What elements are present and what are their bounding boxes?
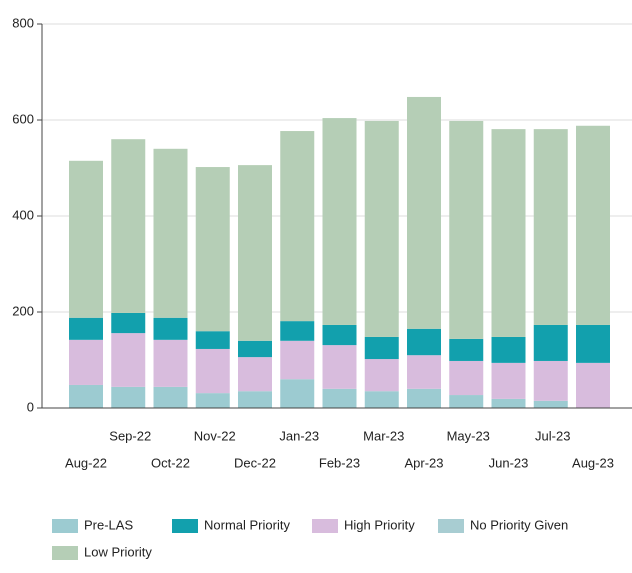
- x-tick-label: Jun-23: [489, 455, 529, 470]
- x-tick-label: Sep-22: [109, 428, 151, 443]
- bar-segment: [111, 312, 146, 334]
- bar-segment: [322, 388, 357, 408]
- x-tick-label: Dec-22: [234, 455, 276, 470]
- legend-swatch: [52, 519, 78, 533]
- bar-segment: [449, 395, 484, 408]
- bar-segment: [533, 129, 568, 325]
- bar-segment: [533, 400, 568, 408]
- legend-label: Pre-LAS: [84, 517, 133, 532]
- bar-segment: [195, 348, 230, 394]
- bar-segment: [280, 340, 315, 380]
- bar-segment: [238, 340, 272, 358]
- bar-segment: [195, 393, 230, 408]
- bar-segment: [407, 355, 441, 389]
- y-tick-label: 0: [27, 399, 34, 414]
- bar-segment: [491, 129, 526, 337]
- bar-segment: [449, 120, 484, 339]
- bar-segment: [449, 360, 484, 396]
- bar-segment: [111, 333, 146, 387]
- y-tick-label: 400: [12, 207, 34, 222]
- bar-segment: [195, 167, 230, 332]
- bar-segment: [407, 328, 441, 356]
- y-tick-label: 200: [12, 303, 34, 318]
- bar-segment: [533, 360, 568, 401]
- bar-segment: [576, 362, 610, 408]
- bar-segment: [449, 338, 484, 361]
- bar-segment: [280, 379, 315, 408]
- bar-segment: [238, 391, 272, 408]
- x-tick-label: May-23: [447, 428, 490, 443]
- bar-segment: [322, 324, 357, 346]
- bar-segment: [195, 331, 230, 349]
- legend-label: High Priority: [344, 517, 415, 532]
- bar-segment: [280, 321, 315, 341]
- bar-segment: [238, 357, 272, 392]
- bar-segment: [111, 139, 146, 313]
- bar-segment: [153, 148, 188, 318]
- bar-segment: [153, 386, 188, 408]
- bar-segment: [491, 362, 526, 399]
- legend-swatch: [312, 519, 338, 533]
- bar-segment: [364, 391, 399, 408]
- bar-segment: [364, 336, 399, 360]
- bar-segment: [407, 96, 441, 329]
- x-tick-label: Apr-23: [404, 455, 443, 470]
- bar-segment: [491, 336, 526, 363]
- x-tick-label: Jul-23: [535, 428, 570, 443]
- bar-segment: [69, 160, 103, 318]
- bar-segment: [364, 359, 399, 392]
- y-tick-label: 600: [12, 111, 34, 126]
- x-tick-label: Mar-23: [363, 428, 404, 443]
- x-tick-label: Aug-23: [572, 455, 614, 470]
- bar-segment: [491, 398, 526, 408]
- bar-segment: [533, 324, 568, 361]
- bar-segment: [364, 120, 399, 337]
- x-tick-label: Jan-23: [279, 428, 319, 443]
- bar-segment: [111, 386, 146, 408]
- bar-segment: [238, 165, 272, 341]
- legend-swatch: [52, 546, 78, 560]
- bar-segment: [69, 339, 103, 385]
- x-tick-label: Feb-23: [319, 455, 360, 470]
- bar-segment: [576, 125, 610, 325]
- legend-label: No Priority Given: [470, 517, 568, 532]
- bar-segment: [322, 118, 357, 325]
- bar-segment: [153, 317, 188, 340]
- legend-label: Normal Priority: [204, 517, 290, 532]
- bar-segment: [69, 384, 103, 408]
- bar-segment: [153, 339, 188, 387]
- legend-label: Low Priority: [84, 544, 152, 559]
- x-tick-label: Aug-22: [65, 455, 107, 470]
- y-tick-label: 800: [12, 15, 34, 30]
- bar-segment: [69, 317, 103, 340]
- bar-segment: [407, 388, 441, 408]
- x-tick-label: Nov-22: [194, 428, 236, 443]
- legend-swatch: [438, 519, 464, 533]
- bar-segment: [576, 324, 610, 363]
- x-tick-label: Oct-22: [151, 455, 190, 470]
- bar-segment: [280, 131, 315, 322]
- legend-swatch: [172, 519, 198, 533]
- bar-segment: [322, 345, 357, 389]
